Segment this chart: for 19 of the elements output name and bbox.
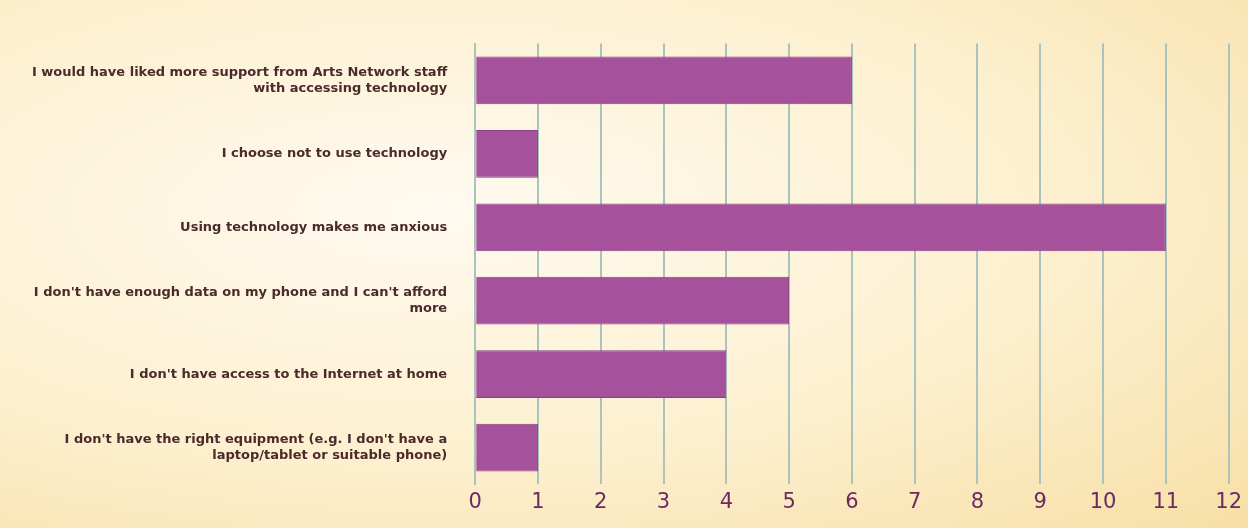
y-tick-label: I don't have the right equipment (e.g. I don't have a laptop/tablet or suitable phone) (64, 431, 448, 462)
y-tick-label: I choose not to use technology (221, 145, 448, 161)
x-tick-label: 9 (1033, 489, 1047, 514)
x-tick-label: 6 (845, 489, 859, 514)
x-tick-label: 7 (908, 489, 922, 514)
y-tick-label: I don't have access to the Internet at home (129, 365, 448, 381)
x-tick-label: 4 (719, 489, 734, 514)
x-tick-label: 11 (1152, 489, 1180, 514)
x-tick-label: 5 (782, 489, 796, 514)
x-tick-label: 0 (468, 489, 482, 514)
y-tick-label: Using technology makes me anxious (180, 218, 448, 234)
y-tick-label: I would have liked more support from Arts Network staff with accessing technology (31, 63, 448, 95)
x-tick-label: 1 (531, 489, 545, 514)
x-tick-label: 10 (1089, 489, 1117, 514)
y-tick-label: I don't have enough data on my phone and I can't afford more (33, 284, 448, 315)
x-tick-label: 12 (1215, 489, 1243, 514)
x-tick-label: 3 (656, 489, 671, 514)
x-tick-label: 2 (594, 489, 608, 514)
x-tick-label: 8 (970, 489, 985, 514)
